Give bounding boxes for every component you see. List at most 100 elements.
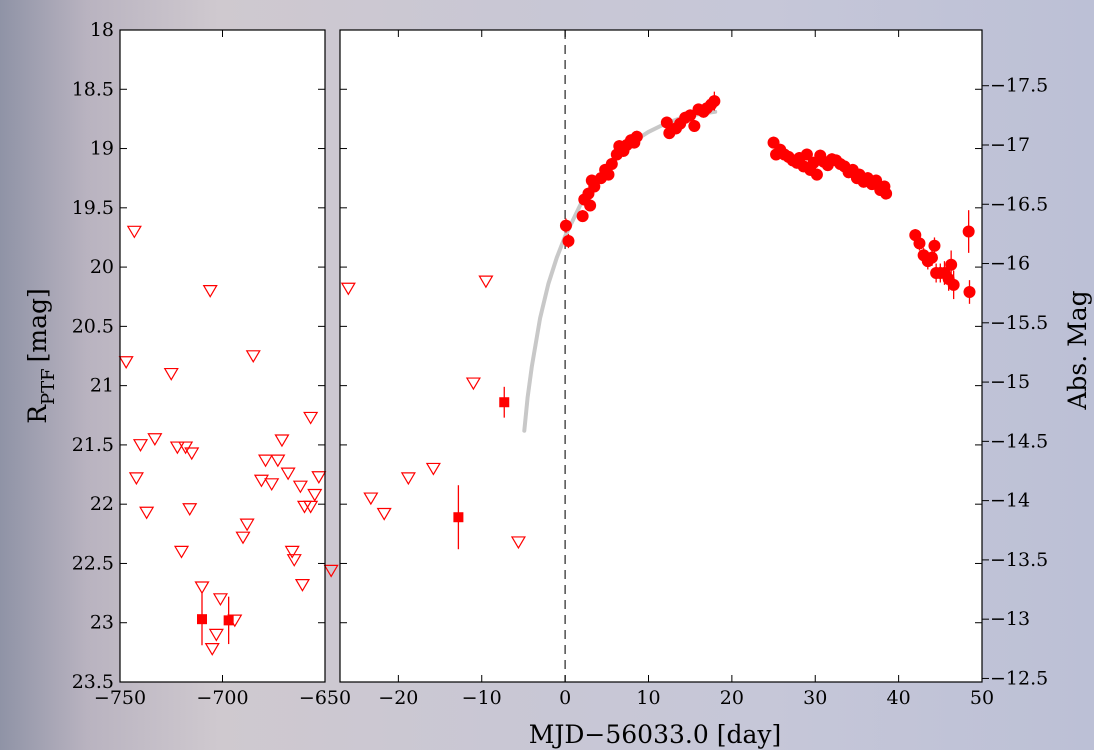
upper-limit-point	[376, 507, 392, 521]
upper-limit-point	[400, 472, 416, 486]
y2-tick-label: −13.5	[990, 549, 1048, 571]
detection-point-circle	[584, 199, 597, 212]
x-tick-label: −10	[462, 687, 502, 709]
x-tick-label: 50	[970, 687, 994, 709]
upper-limit-point	[465, 377, 481, 391]
detection-point-square	[197, 614, 207, 625]
detection-point-circle	[708, 95, 721, 108]
y2-tick-label: −16.5	[990, 193, 1048, 215]
y2-tick-label: −14	[990, 490, 1030, 512]
y2-tick-label: −17	[990, 134, 1030, 156]
x-tick-label: 20	[720, 687, 744, 709]
left-panel-background	[120, 30, 325, 682]
upper-limit-point	[307, 488, 323, 502]
detection-point-circle	[963, 285, 976, 298]
upper-limit-point	[253, 474, 269, 488]
detection-point-square	[453, 512, 464, 523]
detection-point-circle	[925, 251, 938, 264]
upper-limit-point	[128, 472, 144, 486]
detection-point-circle	[684, 109, 697, 122]
detection-point-circle	[688, 120, 701, 133]
upper-limit-point	[292, 480, 308, 494]
detection-point-circle	[660, 116, 673, 129]
y-tick-label: 19	[90, 138, 114, 160]
upper-limit-point	[270, 454, 286, 468]
y-tick-label: 20.5	[72, 315, 114, 337]
detection-point-circle	[605, 157, 618, 170]
upper-limit-point	[118, 356, 134, 369]
detection-point-circle	[928, 239, 941, 252]
y2-tick-label: −14.5	[990, 430, 1048, 452]
upper-limit-point	[173, 545, 190, 559]
y2-tick-label: −13	[990, 608, 1030, 630]
x-tick-label: 10	[636, 687, 660, 709]
upper-limit-point	[212, 593, 228, 607]
detection-point-circle	[810, 168, 823, 181]
left-x-tick-labels: −750 −700 −650	[94, 687, 351, 709]
upper-limit-point	[182, 503, 198, 516]
upper-limit-point	[294, 578, 310, 592]
right-y2-tick-labels: −17.5 −17 −16.5 −16 −15.5 −15 −14.5 −14 −13.5 −13…	[982, 75, 1048, 689]
y-tick-label: 23.5	[72, 671, 114, 693]
upper-limit-point	[194, 581, 210, 595]
detection-point-square	[223, 615, 234, 626]
detection-point-circle	[880, 187, 893, 200]
detection-point-circle	[576, 210, 589, 223]
upper-limit-point	[139, 506, 155, 520]
upper-limit-point	[258, 454, 274, 468]
right-x-tick-labels: −20 −10 0 10 20 30 40 50	[378, 687, 994, 709]
upper-limit-point	[303, 411, 319, 425]
upper-limit-point	[478, 275, 494, 289]
detection-point-circle	[945, 258, 958, 271]
upper-limit-point	[274, 434, 290, 448]
detection-point-circle	[630, 130, 643, 143]
y2-axis-label: Abs. Mag	[1063, 290, 1092, 410]
x-tick-label: −700	[196, 687, 248, 709]
upper-limit-point	[284, 545, 300, 559]
upper-limit-point	[323, 564, 339, 578]
upper-limit-point	[280, 467, 296, 481]
detection-point-circle	[913, 237, 926, 250]
y2-tick-label: −15	[990, 371, 1030, 393]
detection-point-square	[499, 397, 510, 408]
detection-point-circle	[562, 235, 575, 248]
y-tick-label: 22.5	[72, 552, 114, 574]
y2-tick-label: −17.5	[990, 75, 1048, 97]
x-tick-label: 0	[559, 687, 571, 709]
detection-point-circle	[947, 278, 960, 291]
x-tick-label: 40	[887, 687, 911, 709]
upper-limit-point	[184, 447, 200, 461]
y-tick-label: 21.5	[72, 434, 114, 456]
detection-point-circle	[870, 174, 883, 187]
x-tick-label: −20	[378, 687, 418, 709]
y2-tick-label: −15.5	[990, 312, 1048, 334]
upper-limit-point	[132, 439, 149, 452]
upper-limit-point	[163, 367, 179, 381]
upper-limit-point	[264, 478, 280, 492]
y-axis-label-unit: [mag]	[23, 288, 52, 362]
upper-limit-point	[363, 492, 379, 506]
detection-point-circle	[800, 148, 813, 161]
y-axis-label: RPTF [mag]	[23, 288, 59, 424]
y-tick-label: 23	[90, 612, 114, 634]
detection-point-circle	[602, 168, 615, 181]
y-tick-label: 22	[90, 493, 114, 515]
upper-limit-point	[425, 462, 441, 476]
upper-limit-point	[303, 500, 319, 514]
y-axis-label-subscript: PTF	[38, 368, 59, 405]
detection-point-circle	[588, 180, 601, 193]
y-tick-label: 19.5	[72, 197, 114, 219]
upper-limit-point	[239, 518, 255, 532]
right-panel	[339, 29, 983, 683]
upper-limit-point	[147, 433, 163, 447]
left-panel	[118, 29, 339, 683]
y-tick-label: 20	[90, 256, 114, 278]
upper-limit-point	[510, 536, 526, 550]
right-panel-frame	[339, 29, 983, 683]
upper-limit-point	[245, 350, 261, 364]
x-tick-label: 30	[803, 687, 827, 709]
x-tick-label: −750	[94, 687, 146, 709]
y-axis-label-main: R	[23, 404, 52, 424]
upper-limit-point	[286, 554, 302, 567]
